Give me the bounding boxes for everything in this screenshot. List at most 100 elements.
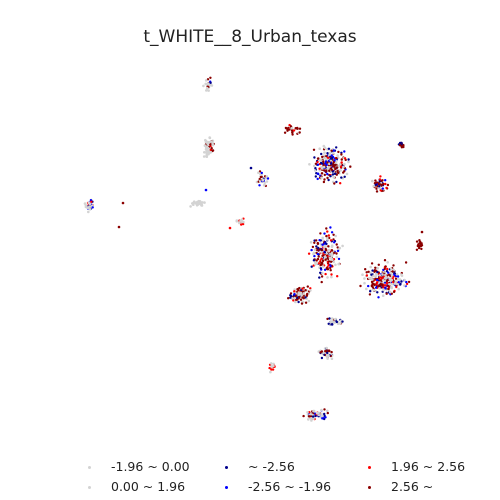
map-point <box>384 182 387 186</box>
map-point <box>333 251 336 254</box>
map-point <box>334 263 337 267</box>
map-point <box>343 157 347 160</box>
map-point <box>390 286 394 290</box>
map-point <box>323 245 326 249</box>
map-point <box>319 242 322 245</box>
map-point <box>298 296 301 299</box>
map-point <box>369 290 372 293</box>
map-point <box>378 274 382 277</box>
map-point <box>323 412 326 416</box>
map-point <box>384 287 387 290</box>
map-point <box>330 273 333 276</box>
map-point <box>338 322 342 325</box>
map-point <box>323 178 326 181</box>
map-point <box>310 419 313 422</box>
map-point <box>314 260 317 264</box>
map-point <box>402 145 405 149</box>
map-point <box>316 241 319 245</box>
map-point <box>330 244 334 247</box>
map-point <box>335 320 339 324</box>
map-point <box>329 239 333 242</box>
map-point <box>420 247 423 251</box>
map-point <box>386 261 390 264</box>
map-point <box>342 171 345 174</box>
map-point <box>329 260 333 263</box>
map-point <box>204 148 208 151</box>
map-point <box>318 167 321 170</box>
map-point <box>324 258 327 261</box>
map-point <box>334 167 337 170</box>
map-point <box>359 284 362 288</box>
map-point <box>258 184 261 187</box>
map-point <box>381 294 385 298</box>
map-point <box>390 274 394 277</box>
map-point <box>324 272 327 276</box>
map-point <box>386 284 390 288</box>
map-point <box>321 239 325 242</box>
map-point <box>324 247 327 251</box>
map-point <box>365 287 368 291</box>
map-point <box>403 284 406 287</box>
map-point <box>340 151 343 154</box>
map-point <box>332 176 336 179</box>
map-point <box>334 234 338 238</box>
map-point <box>308 163 311 166</box>
map-point <box>347 160 350 164</box>
map-point <box>376 291 379 294</box>
map-point <box>340 176 343 179</box>
legend-swatch <box>88 486 91 489</box>
map-point <box>389 271 393 275</box>
legend-item-pos-ns: 0.00 ~ 1.96 <box>84 480 185 494</box>
map-point <box>203 201 206 204</box>
map-point <box>332 238 335 241</box>
map-point <box>324 255 327 259</box>
map-point <box>340 153 343 156</box>
map-point <box>329 269 332 272</box>
map-point <box>336 169 339 173</box>
map-point <box>326 230 329 233</box>
map-point <box>320 350 324 353</box>
map-point <box>264 177 268 180</box>
map-point <box>268 366 271 370</box>
map-point <box>209 76 212 80</box>
map-point <box>381 278 384 282</box>
map-point <box>309 287 312 290</box>
map-point <box>404 261 408 264</box>
map-point <box>415 248 419 251</box>
map-point <box>291 133 294 136</box>
map-point <box>417 246 421 250</box>
map-point <box>361 273 364 277</box>
map-point <box>384 275 388 279</box>
map-point <box>382 270 385 274</box>
map-point <box>416 244 419 248</box>
legend-item-neg-ns: -1.96 ~ 0.00 <box>84 460 190 474</box>
map-point <box>331 151 335 155</box>
map-title: t_WHITE__8_Urban_texas <box>143 27 357 47</box>
map-point <box>313 164 316 168</box>
map-point <box>387 271 390 274</box>
map-point <box>377 284 381 287</box>
map-point <box>371 282 374 285</box>
map-point <box>260 171 263 175</box>
map-point <box>300 302 304 305</box>
map-point <box>316 163 320 166</box>
map-point <box>375 283 378 286</box>
map-point <box>368 293 372 296</box>
map-point <box>326 351 329 355</box>
map-point <box>320 275 324 278</box>
map-point <box>211 143 214 146</box>
map-point <box>242 220 245 224</box>
map-point <box>265 175 269 178</box>
map-point <box>390 292 393 295</box>
map-point <box>339 169 343 172</box>
map-point <box>320 408 323 412</box>
map-point <box>294 127 297 130</box>
map-point <box>317 249 320 252</box>
map-point <box>377 281 381 284</box>
map-point <box>286 129 289 132</box>
map-point <box>312 409 315 413</box>
map-point <box>318 276 321 279</box>
map-point <box>388 290 392 294</box>
map-point <box>334 163 337 167</box>
map-point <box>314 263 317 266</box>
